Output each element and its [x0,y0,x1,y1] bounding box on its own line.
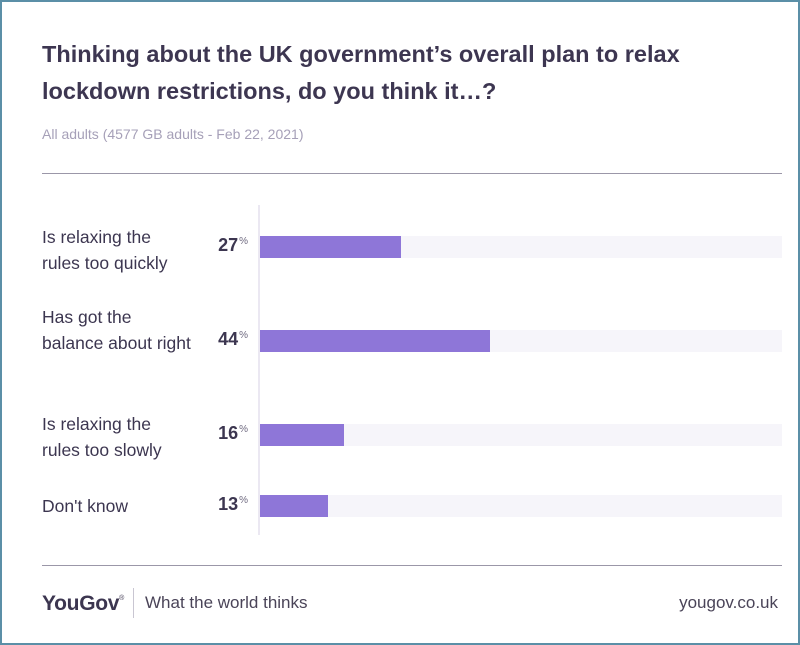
value-label: 16% [188,423,248,444]
value-label: 27% [188,235,248,256]
value-label: 44% [188,329,248,350]
bar-track [260,424,782,446]
chart-title: Thinking about the UK government’s overa… [42,41,680,104]
chart-axis-line [258,205,260,535]
category-label: Is relaxing the rules too quickly [42,227,168,273]
value-percent-sign: % [239,330,248,341]
bottom-divider [42,565,782,566]
bar-track [260,495,782,517]
value-percent-sign: % [239,424,248,435]
value-number: 27 [218,235,239,255]
top-divider [42,173,782,174]
value-percent-sign: % [239,495,248,506]
value-number: 44 [218,329,239,349]
category-label: Is relaxing the rules too slowly [42,414,162,460]
footer-tagline: What the world thinks [145,593,308,612]
footer-divider [133,588,134,618]
value-number: 16 [218,423,239,443]
value-label: 13% [188,494,248,515]
value-percent-sign: % [239,236,248,247]
category-label: Has got the balance about right [42,307,191,353]
bar [260,330,490,352]
bar [260,424,344,446]
category-label: Don't know [42,496,129,516]
chart-subtitle: All adults (4577 GB adults - Feb 22, 202… [42,126,304,142]
yougov-logo: YouGov® [42,592,125,615]
bar [260,236,401,258]
bar [260,495,328,517]
value-number: 13 [218,494,239,514]
footer-url[interactable]: yougov.co.uk [679,593,778,612]
